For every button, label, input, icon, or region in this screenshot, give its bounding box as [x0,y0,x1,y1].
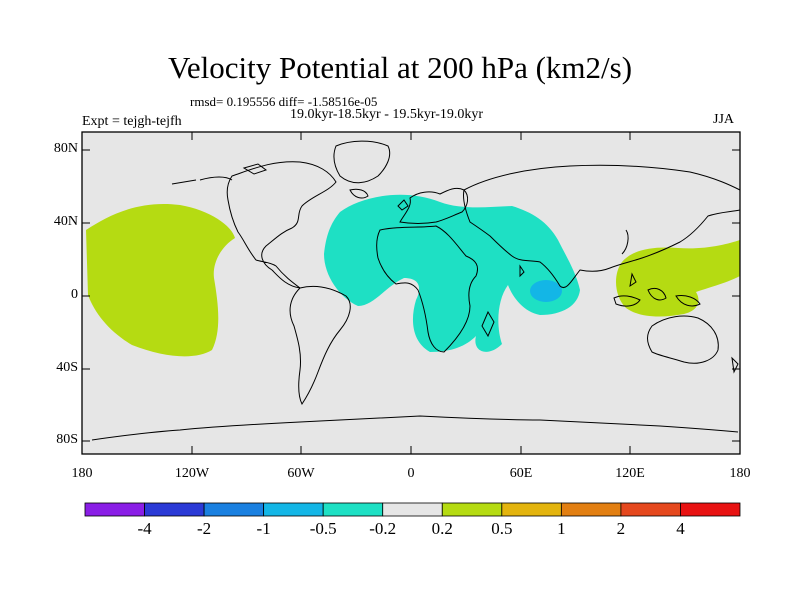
colorbar-swatch [84,502,145,517]
colorbar-label: 0.5 [491,519,513,538]
colorbar-label: 2 [616,519,626,538]
colorbar-label: 1 [557,519,566,538]
lon-label-180w: 180 [71,466,93,481]
lon-label-180e: 180 [729,466,751,481]
lon-label-60e: 60E [509,466,533,481]
lat-label-80s: 80S [56,432,78,447]
west-pacific-positive-region [616,240,740,317]
colorbar-swatch [560,502,622,517]
positive-anomaly-regions [86,203,740,357]
negative-anomaly-regions [324,194,580,352]
colorbar [84,502,741,517]
east-pacific-positive-region [86,203,235,357]
map-title: Velocity Potential at 200 hPa (km2/s) [167,50,633,85]
colorbar-swatch [620,502,681,517]
lon-label-0: 0 [407,466,415,481]
experiment-label: Expt = tejgh-tejfh [82,114,182,129]
lat-label-40n: 40N [53,214,78,229]
colorbar-swatch [322,502,384,517]
colorbar-label: 4 [676,519,685,538]
eurasia-africa-negative-region [324,194,580,352]
colorbar-label: -4 [137,519,152,538]
season-label: JJA [713,112,735,127]
colorbar-label: -0.2 [369,519,397,538]
lon-ticks [191,132,631,454]
lon-label-120w: 120W [174,466,210,481]
colorbar-swatch [144,502,205,517]
coastlines [91,140,741,441]
colorbar-swatch [441,502,503,517]
colorbar-swatch [263,502,324,517]
stats-line: rmsd= 0.195556 diff= -1.58516e-05 [190,94,378,109]
colorbar-label: -2 [196,519,212,538]
colorbar-swatch [501,502,562,517]
colorbar-swatch [203,502,265,517]
lon-label-60w: 60W [287,466,315,481]
period-line: 19.0kyr-18.5kyr - 19.5kyr-19.0kyr [290,107,484,122]
indian-ocean-negative-core [530,280,562,302]
lat-label-0: 0 [71,287,78,302]
colorbar-label: -1 [256,519,271,538]
lon-label-120e: 120E [615,466,645,481]
colorbar-label: -0.5 [309,519,337,538]
colorbar-label: 0.2 [431,519,453,538]
lat-ticks [82,149,740,442]
lat-label-40s: 40S [56,360,78,375]
lat-label-80n: 80N [53,141,78,156]
colorbar-swatch [680,502,741,517]
colorbar-swatch [382,502,443,517]
